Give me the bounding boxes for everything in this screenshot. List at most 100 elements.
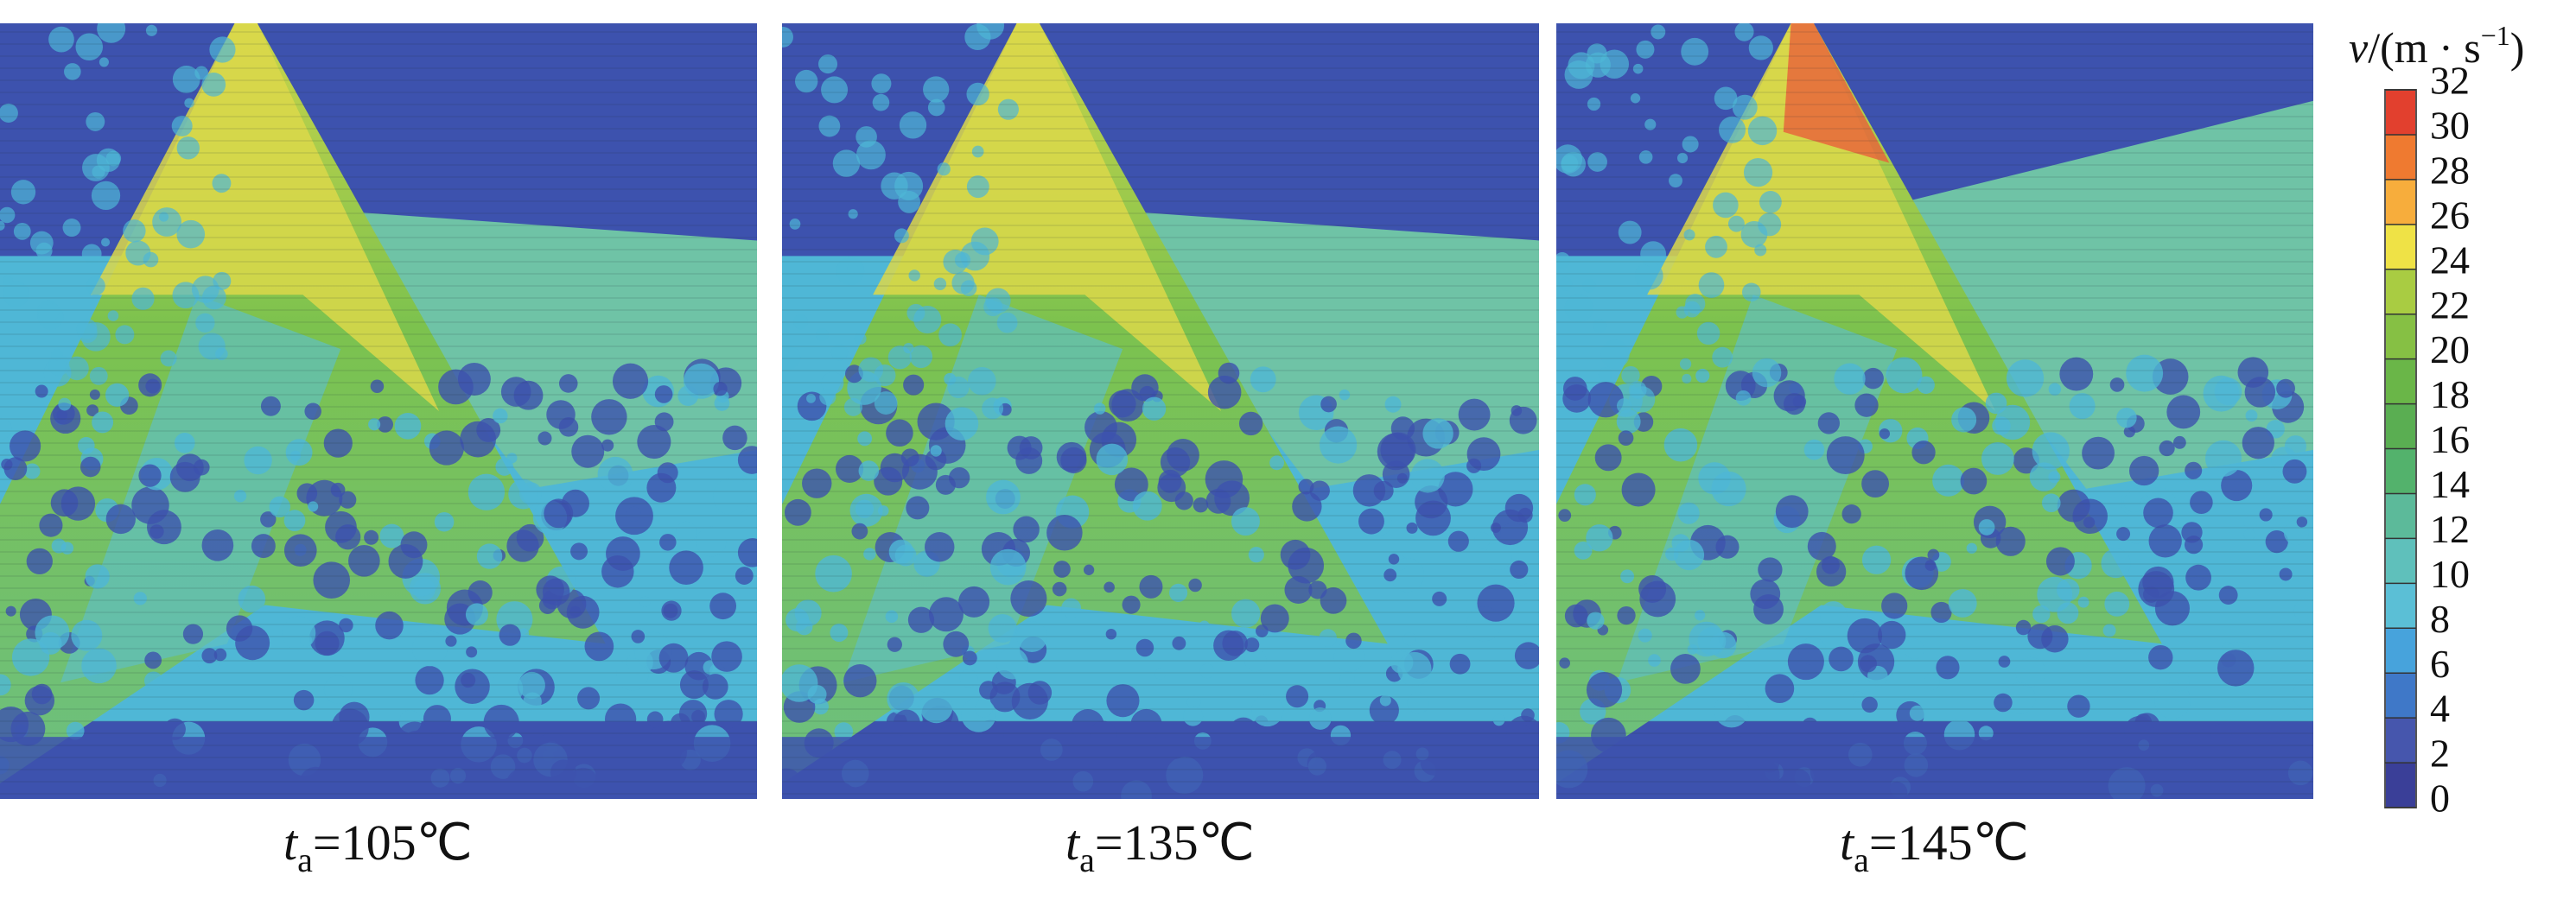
edge-spot <box>821 76 849 104</box>
low-speed-spot <box>423 705 451 733</box>
low-speed-spot <box>1396 472 1408 484</box>
edge-spot <box>858 357 884 383</box>
low-speed-spot <box>1594 444 1622 472</box>
low-speed-spot <box>2104 591 2130 617</box>
low-speed-spot <box>2203 375 2240 412</box>
edge-spot <box>1759 191 1782 213</box>
edge-spot <box>1587 97 1601 111</box>
edge-spot <box>836 257 865 286</box>
low-speed-spot <box>2077 596 2089 608</box>
low-speed-spot <box>2116 407 2137 428</box>
low-speed-spot <box>394 412 422 440</box>
low-speed-spot <box>1985 392 2007 415</box>
edge-spot <box>1718 116 1746 143</box>
low-speed-spot <box>1673 539 1705 571</box>
low-speed-spot <box>1966 542 1977 554</box>
panel-caption: ta=145℃ <box>1840 814 2029 879</box>
caption-sub: a <box>1079 840 1095 879</box>
edge-spot <box>3 281 29 307</box>
inner-core <box>60 295 341 683</box>
edge-spot <box>996 312 1018 333</box>
low-speed-spot <box>935 474 956 495</box>
edge-spot <box>1618 220 1642 244</box>
low-speed-spot <box>1841 504 1861 524</box>
low-speed-spot <box>722 425 747 451</box>
low-speed-spot <box>1142 396 1167 421</box>
low-speed-spot <box>1199 663 1215 679</box>
low-speed-spot <box>1853 691 1865 703</box>
low-speed-spot <box>2244 377 2276 408</box>
low-speed-spot <box>163 718 186 740</box>
low-speed-spot <box>1474 532 1491 548</box>
low-speed-spot <box>1390 558 1425 593</box>
low-speed-spot <box>863 548 876 561</box>
low-speed-spot <box>815 555 852 593</box>
low-speed-spot <box>1084 410 1117 444</box>
low-speed-spot <box>1981 442 2014 475</box>
low-speed-spot <box>92 411 114 434</box>
edge-spot <box>1741 282 1761 302</box>
low-speed-spot <box>1765 674 1795 704</box>
low-speed-spot <box>1231 599 1261 628</box>
low-speed-spot <box>1854 393 1879 417</box>
edge-spot <box>818 115 841 137</box>
edge-spot <box>75 33 104 61</box>
colorbar-tick-label: 4 <box>2430 687 2450 731</box>
edge-spot <box>48 26 74 53</box>
edge-spot <box>1630 93 1641 104</box>
edge-spot <box>933 277 947 290</box>
low-speed-spot <box>1052 581 1067 597</box>
low-speed-spot <box>2159 440 2175 457</box>
edge-spot <box>191 276 219 303</box>
edge-spot <box>101 238 111 247</box>
low-speed-spot <box>945 407 979 440</box>
colorbar-band <box>2385 763 2416 808</box>
low-speed-spot <box>260 396 281 416</box>
colorbar-tick-label: 16 <box>2430 417 2470 461</box>
low-speed-spot <box>523 692 542 711</box>
low-speed-spot <box>2142 586 2159 603</box>
colorbar-band <box>2385 718 2416 764</box>
edge-spot <box>832 149 861 177</box>
edge-spot <box>923 76 950 103</box>
low-speed-spot <box>379 523 404 548</box>
low-speed-spot <box>1458 398 1491 431</box>
low-speed-spot <box>604 703 637 735</box>
low-speed-spot <box>1618 430 1634 446</box>
edge-spot <box>1598 367 1613 382</box>
low-speed-spot <box>2109 377 2125 392</box>
low-speed-spot <box>1379 694 1391 707</box>
low-speed-spot <box>133 592 147 605</box>
low-speed-spot <box>1881 593 1908 619</box>
low-speed-spot <box>2293 598 2313 624</box>
edge-spot <box>854 333 867 345</box>
low-speed-spot <box>1904 638 1924 659</box>
low-speed-spot <box>961 697 996 732</box>
low-speed-spot <box>235 625 270 661</box>
low-speed-spot <box>1574 484 1596 506</box>
edge-spot <box>184 98 194 108</box>
low-speed-spot <box>1917 376 1935 394</box>
low-speed-spot <box>1438 472 1473 507</box>
low-speed-spot <box>1114 467 1148 502</box>
low-speed-spot <box>784 498 811 526</box>
edge-spot <box>927 98 945 117</box>
high-speed <box>873 23 1222 411</box>
low-speed-spot <box>1406 522 1418 534</box>
colorbar-band <box>2385 493 2416 539</box>
low-speed-spot <box>802 468 832 498</box>
edge-spot <box>1558 276 1573 291</box>
low-speed-spot <box>930 445 942 457</box>
low-speed-spot <box>2276 378 2295 398</box>
edge-spot <box>894 228 909 244</box>
edge-spot <box>145 24 157 36</box>
edge-spot <box>1669 174 1682 188</box>
edge-spot <box>80 321 111 352</box>
low-speed-spot <box>1834 363 1866 395</box>
colorbar-band <box>2385 628 2416 674</box>
low-speed-spot <box>1106 684 1140 718</box>
low-speed-spot <box>2032 432 2070 470</box>
low-speed-spot <box>714 700 743 729</box>
low-speed-spot <box>0 417 12 440</box>
edge-spot <box>1621 365 1640 385</box>
